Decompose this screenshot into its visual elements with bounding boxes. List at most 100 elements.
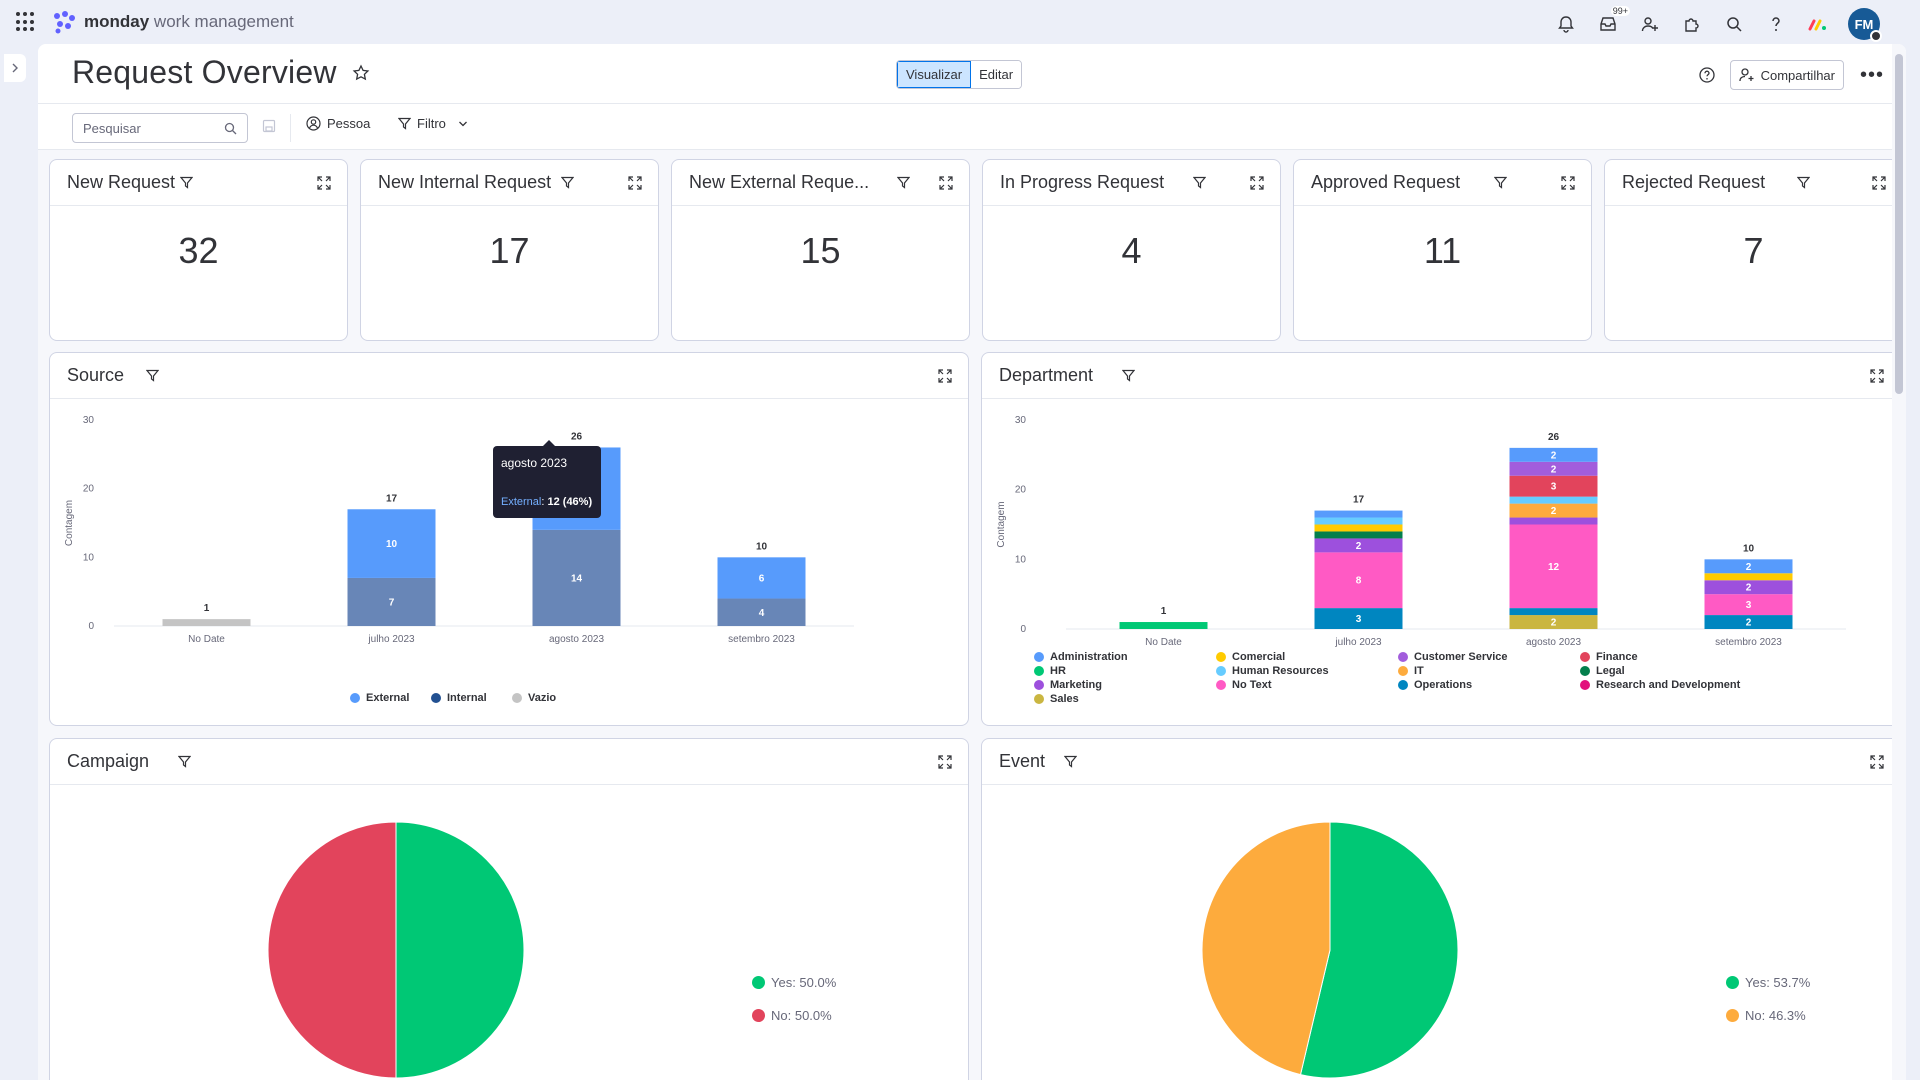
widget-title: Department (999, 365, 1094, 385)
more-options-icon[interactable]: ••• (1859, 63, 1884, 86)
filter-icon[interactable] (178, 755, 191, 768)
bar-segment-label: 2 (1551, 464, 1557, 475)
save-view-icon[interactable] (262, 119, 276, 133)
apps-grid-icon[interactable] (16, 12, 36, 32)
legend-item[interactable]: External (350, 692, 409, 704)
expand-icon[interactable] (1872, 176, 1886, 190)
legend-label: No Text (1232, 679, 1272, 691)
department-widget: Department 0 10 20 30 Contagem No Date 1 julho … (981, 352, 1901, 726)
legend-dot-icon (1398, 680, 1408, 690)
bar-segment (1509, 517, 1598, 525)
pie-legend-item[interactable]: No: 46.3% (1726, 1008, 1806, 1023)
legend-item[interactable]: Customer Service (1398, 651, 1508, 663)
expand-icon[interactable] (939, 176, 953, 190)
y-tick-label: 30 (83, 415, 95, 426)
filter-icon[interactable] (1193, 176, 1206, 189)
person-icon (306, 116, 321, 131)
bar-total-label: 10 (756, 541, 768, 552)
help-circle-icon[interactable] (1698, 66, 1716, 84)
bar-segment (532, 529, 621, 626)
legend-item[interactable]: Sales (1034, 693, 1079, 705)
pie-legend-item[interactable]: No: 50.0% (752, 1008, 832, 1023)
x-tick-label: setembro 2023 (728, 634, 795, 645)
filter-icon[interactable] (1494, 176, 1507, 189)
legend-item[interactable]: IT (1398, 665, 1424, 677)
legend-item[interactable]: Vazio (512, 692, 556, 704)
legend-item[interactable]: Administration (1034, 651, 1128, 663)
bar-segment (717, 598, 806, 626)
legend-item[interactable]: Research and Development (1580, 679, 1740, 691)
x-tick-label: julho 2023 (367, 634, 415, 645)
widget-count: 32 (178, 230, 219, 271)
expand-icon[interactable] (1870, 369, 1884, 383)
legend-dot-icon (1216, 680, 1226, 690)
bell-icon[interactable] (1554, 12, 1578, 36)
bar-segment (1509, 524, 1598, 609)
widget-title: Campaign (67, 751, 150, 771)
search-icon (224, 122, 237, 134)
filter-icon[interactable] (561, 176, 574, 189)
x-tick-label: No Date (1145, 637, 1182, 648)
filter-icon[interactable] (897, 176, 910, 189)
pie-legend-item[interactable]: Yes: 53.7% (1726, 975, 1810, 990)
favorite-star-icon[interactable] (352, 64, 370, 82)
filter-icon[interactable] (146, 369, 159, 382)
invite-member-icon[interactable] (1638, 12, 1662, 36)
legend-dot-icon (752, 976, 765, 989)
expand-sidebar-button[interactable] (4, 54, 26, 82)
legend-label: Customer Service (1414, 651, 1508, 663)
legend-dot-icon (1398, 652, 1408, 662)
legend-item[interactable]: Finance (1580, 651, 1638, 663)
legend-item[interactable]: HR (1034, 665, 1066, 677)
add-person-icon (1738, 68, 1754, 82)
legend-item[interactable]: Operations (1398, 679, 1472, 691)
search-input[interactable] (83, 120, 213, 136)
legend-item[interactable]: Internal (431, 692, 487, 704)
legend-item[interactable]: Marketing (1034, 679, 1102, 691)
monday-product-switcher-icon[interactable] (1806, 12, 1830, 36)
monday-logo[interactable]: monday work management (52, 10, 294, 34)
legend-label: Marketing (1050, 679, 1102, 691)
expand-icon[interactable] (1561, 176, 1575, 190)
filter-icon[interactable] (1797, 176, 1810, 189)
view-mode-button[interactable]: Visualizar (897, 61, 972, 88)
pie-legend-item[interactable]: Yes: 50.0% (752, 975, 836, 990)
scrollbar-thumb[interactable] (1895, 54, 1903, 394)
expand-icon[interactable] (938, 755, 952, 769)
widget-header: Approved Request (1294, 160, 1591, 206)
share-button[interactable]: Compartilhar (1729, 60, 1844, 90)
help-icon[interactable] (1764, 12, 1788, 36)
expand-icon[interactable] (1870, 755, 1884, 769)
bar-segment-label: 8 (1356, 576, 1362, 587)
expand-icon[interactable] (938, 369, 952, 383)
edit-mode-button[interactable]: Editar (971, 61, 1022, 88)
page-scrollbar[interactable] (1892, 44, 1906, 1080)
bar-segment-label: 3 (1356, 614, 1362, 625)
chevron-down-icon (458, 121, 467, 126)
widget-title: New Request (67, 172, 176, 192)
legend-label: Administration (1050, 651, 1128, 663)
event-legend: Yes: 53.7% No: 46.3% (982, 739, 1900, 1080)
expand-icon[interactable] (317, 176, 331, 190)
expand-icon[interactable] (628, 176, 642, 190)
person-filter-button[interactable]: Pessoa (306, 116, 370, 131)
filter-icon[interactable] (1122, 369, 1135, 382)
search-icon[interactable] (1722, 12, 1746, 36)
pie-legend-label: Yes: 53.7% (1745, 975, 1811, 990)
user-avatar[interactable]: FM (1848, 8, 1882, 42)
legend-item[interactable]: Human Resources (1216, 665, 1329, 677)
expand-icon[interactable] (1250, 176, 1264, 190)
legend-item[interactable]: No Text (1216, 679, 1272, 691)
filter-icon[interactable] (180, 176, 193, 189)
source-widget: Source 0 10 20 30 Contagem No Date 1 julho 2023… (49, 352, 969, 726)
number-widget: Rejected Request 7 (1604, 159, 1903, 341)
legend-item[interactable]: Legal (1580, 665, 1625, 677)
legend-item[interactable]: Comercial (1216, 651, 1285, 663)
inbox-icon[interactable]: 99+ (1596, 6, 1630, 36)
search-box (72, 113, 248, 143)
filter-button[interactable]: Filtro (398, 116, 468, 131)
bar-segment (1509, 496, 1598, 504)
puzzle-icon[interactable] (1680, 12, 1704, 36)
filter-icon[interactable] (1064, 755, 1077, 768)
source-legend: External Internal Vazio (50, 353, 968, 725)
